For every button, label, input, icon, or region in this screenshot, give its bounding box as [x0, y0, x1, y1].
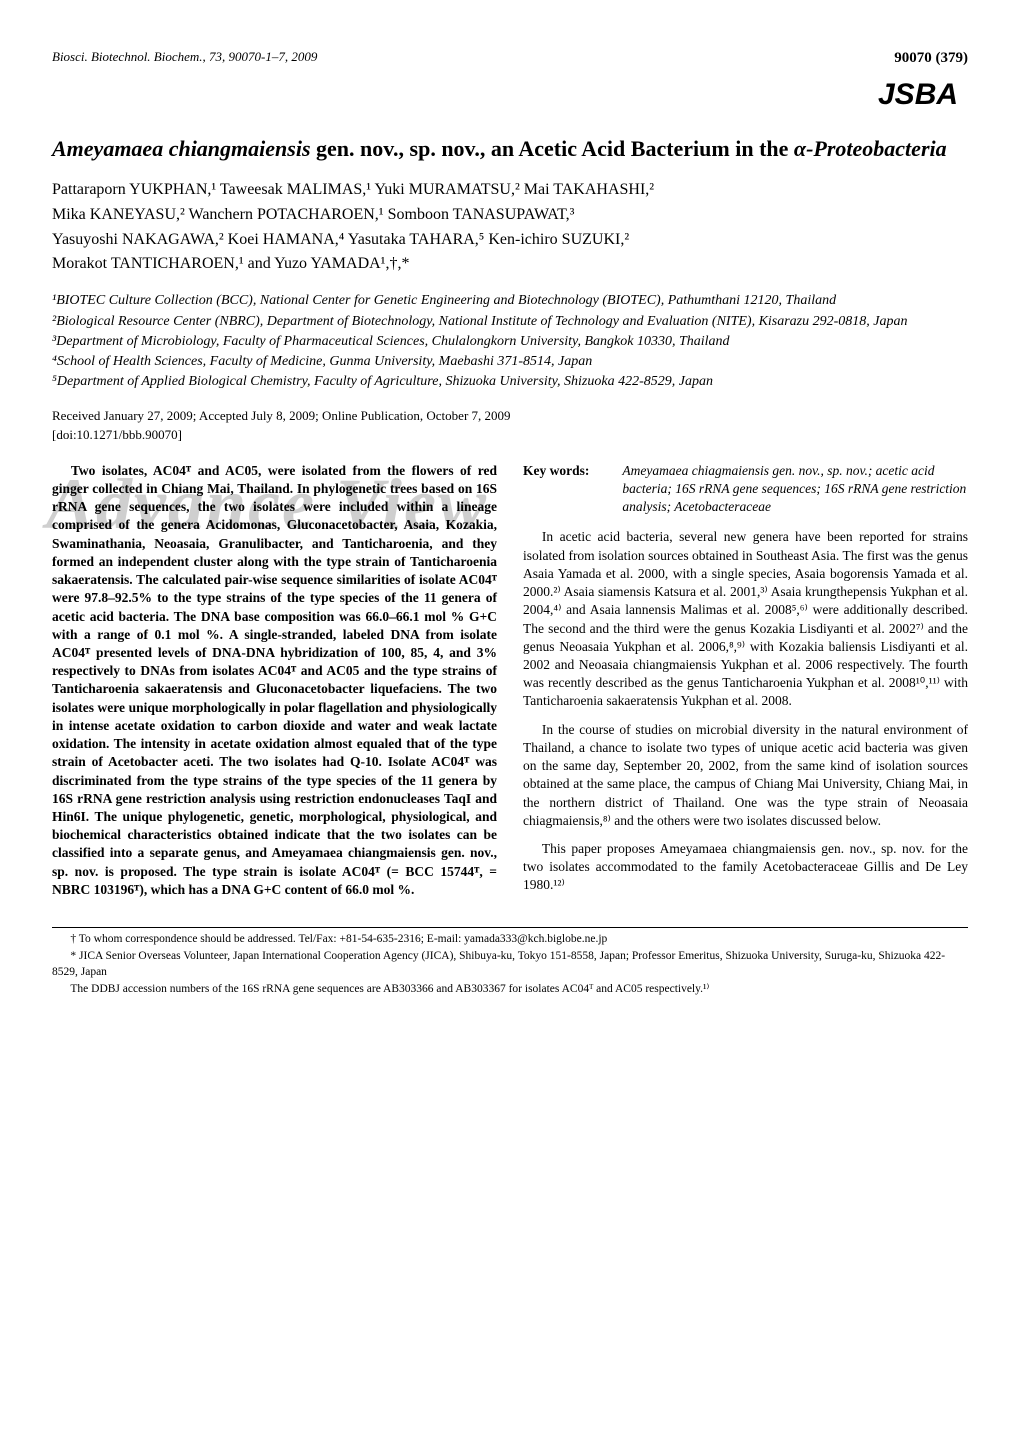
affiliation-5: ⁵Department of Applied Biological Chemis…: [52, 372, 968, 392]
affiliation-4: ⁴School of Health Sciences, Faculty of M…: [52, 352, 968, 372]
keywords-block: Key words: Ameyamaea chiagmaiensis gen. …: [523, 462, 968, 517]
article-title: Ameyamaea chiangmaiensis gen. nov., sp. …: [52, 135, 968, 164]
body-paragraph-1: In acetic acid bacteria, several new gen…: [523, 528, 968, 710]
body-paragraph-2: In the course of studies on microbial di…: [523, 721, 968, 830]
abstract: Two isolates, AC04ᵀ and AC05, were isola…: [52, 462, 497, 899]
two-column-body: Two isolates, AC04ᵀ and AC05, were isola…: [52, 462, 968, 905]
authors-line-4: Morakot TANTICHAROEN,¹ and Yuzo YAMADA¹,…: [52, 252, 968, 277]
running-head: Biosci. Biotechnol. Biochem., 73, 90070-…: [52, 48, 317, 66]
affiliation-1: ¹BIOTEC Culture Collection (BCC), Nation…: [52, 291, 968, 311]
received-line: Received January 27, 2009; Accepted July…: [52, 407, 968, 425]
abstract-text: Two isolates, AC04ᵀ and AC05, were isola…: [52, 462, 497, 899]
body-paragraph-3: This paper proposes Ameyamaea chiangmaie…: [523, 840, 968, 895]
title-italic-2: α-Proteobacteria: [794, 136, 947, 161]
affiliations-block: ¹BIOTEC Culture Collection (BCC), Nation…: [52, 291, 968, 392]
keywords-text: Ameyamaea chiagmaiensis gen. nov., sp. n…: [622, 462, 967, 517]
footnotes-block: † To whom correspondence should be addre…: [52, 927, 968, 998]
footnote-3: The DDBJ accession numbers of the 16S rR…: [52, 982, 968, 998]
jsba-logo: JSBA: [878, 74, 968, 117]
authors-line-1: Pattaraporn YUKPHAN,¹ Taweesak MALIMAS,¹…: [52, 178, 968, 203]
doi-line: [doi:10.1271/bbb.90070]: [52, 426, 968, 444]
footnote-1: † To whom correspondence should be addre…: [52, 932, 968, 948]
affiliation-2: ²Biological Resource Center (NBRC), Depa…: [52, 312, 968, 332]
keywords-label: Key words:: [523, 462, 619, 480]
authors-line-2: Mika KANEYASU,² Wanchern POTACHAROEN,¹ S…: [52, 203, 968, 228]
affiliation-3: ³Department of Microbiology, Faculty of …: [52, 332, 968, 352]
authors-block: Pattaraporn YUKPHAN,¹ Taweesak MALIMAS,¹…: [52, 178, 968, 277]
footnote-2: * JICA Senior Overseas Volunteer, Japan …: [52, 949, 968, 980]
authors-line-3: Yasuyoshi NAKAGAWA,² Koei HAMANA,⁴ Yasut…: [52, 228, 968, 253]
title-italic-1: Ameyamaea chiangmaiensis: [52, 136, 311, 161]
title-plain-1: gen. nov., sp. nov., an Acetic Acid Bact…: [311, 136, 794, 161]
svg-text:JSBA: JSBA: [878, 78, 958, 111]
page-number: 90070 (379): [894, 48, 968, 68]
